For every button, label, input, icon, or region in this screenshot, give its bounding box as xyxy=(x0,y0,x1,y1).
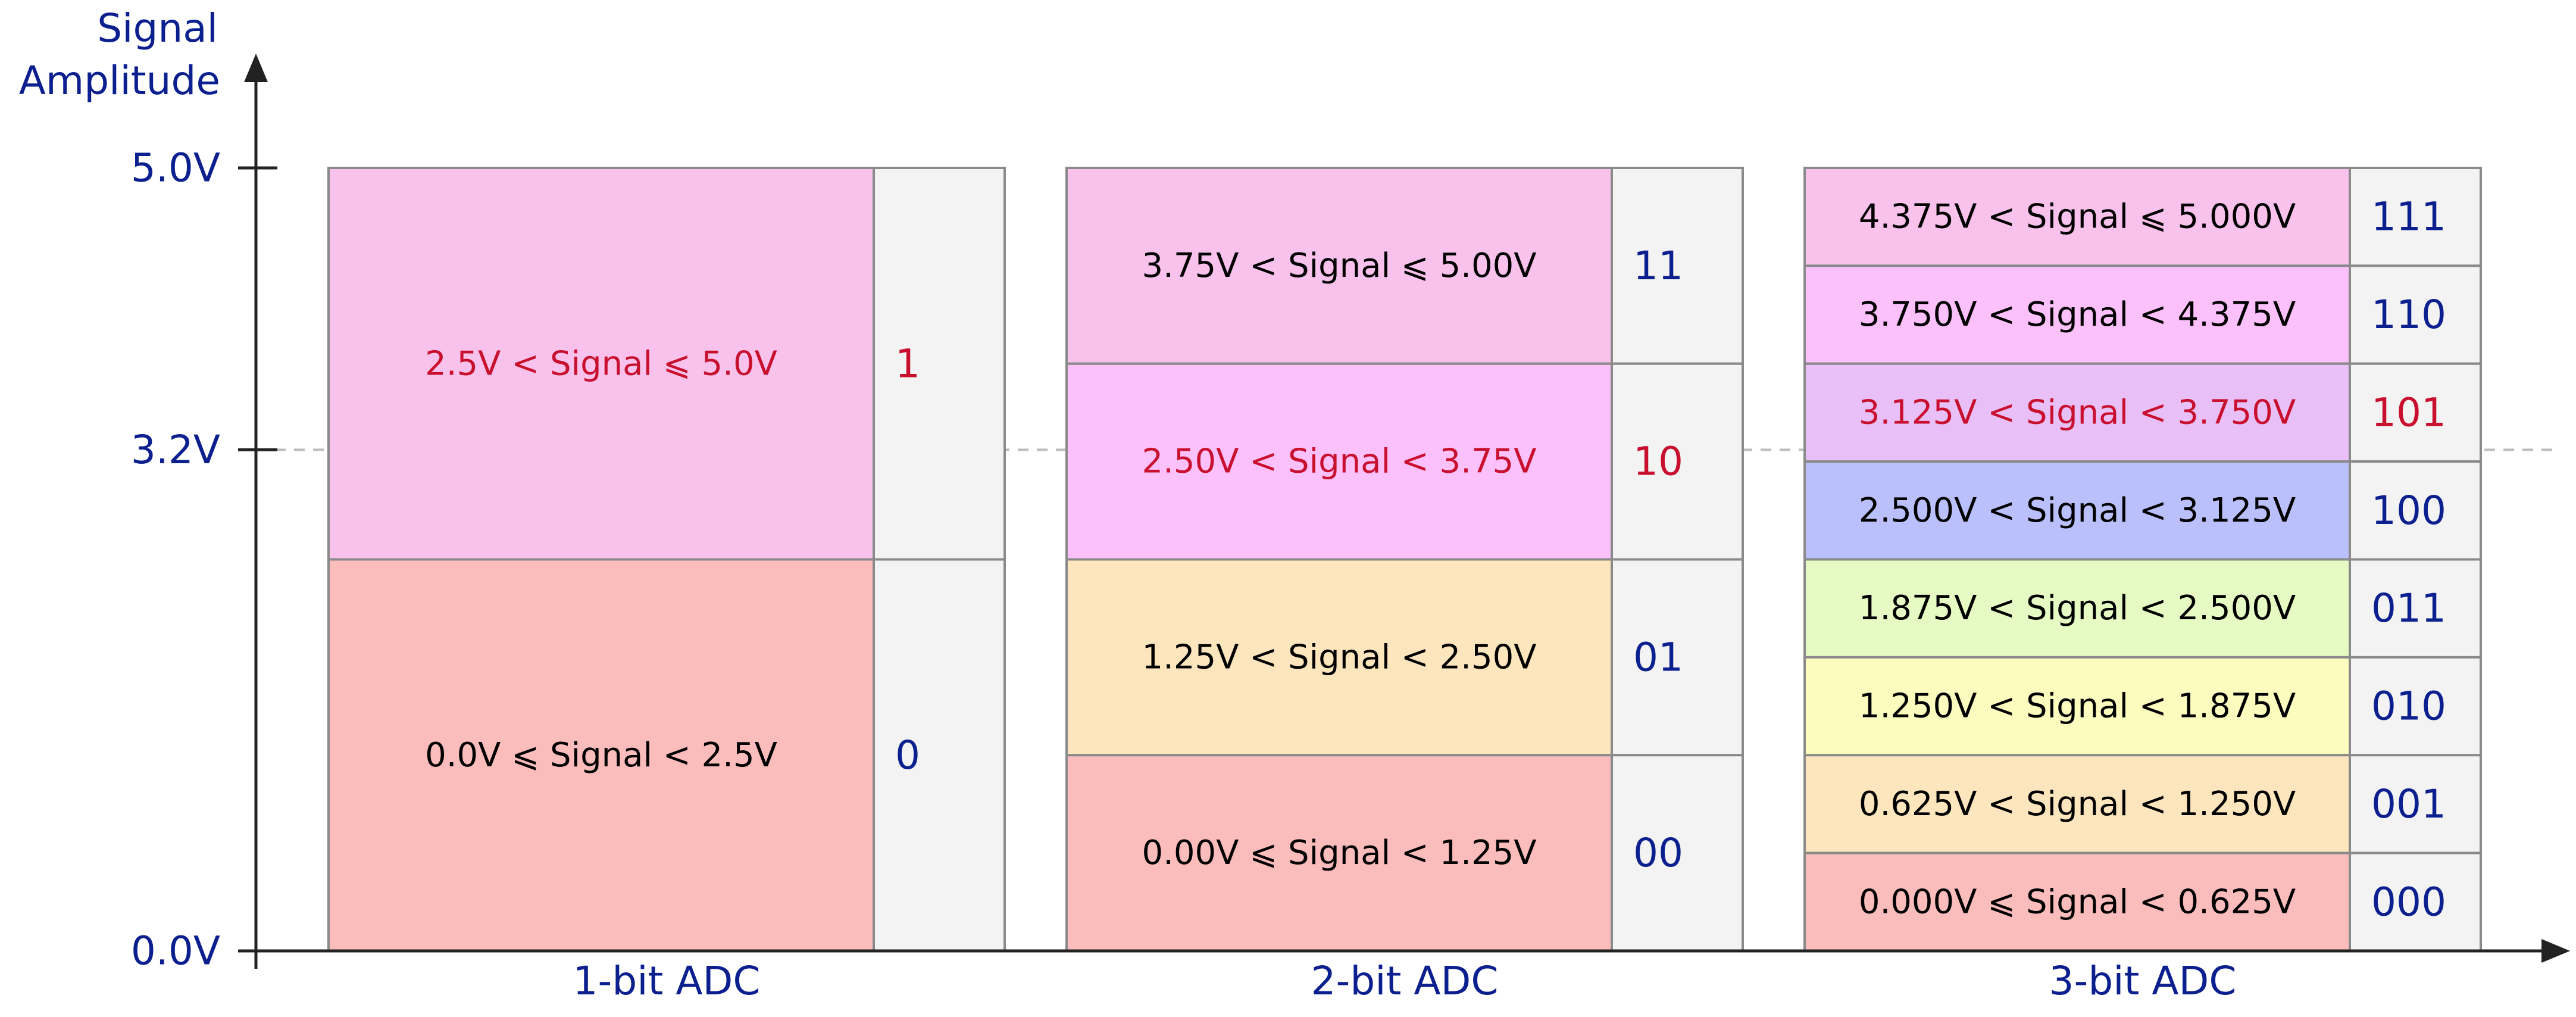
level-code-label: 011 xyxy=(2371,585,2446,631)
level-range-cell xyxy=(1065,558,1613,757)
quantization-level: 3.75V < Signal ⩽ 5.00V 11 xyxy=(1065,167,1744,365)
axis-layer: Signal Amplitude 5.0V 3.2V 0.0V xyxy=(19,5,2570,974)
level-code-cell xyxy=(1611,362,1744,561)
level-range-label: 0.000V ⩽ Signal < 0.625V xyxy=(1859,882,2296,921)
level-code-cell xyxy=(2349,656,2482,757)
y-axis-title-line1: Signal xyxy=(97,5,218,51)
quantization-level: 3.125V < Signal < 3.750V 101 xyxy=(1803,362,2482,463)
quantization-level: 1.25V < Signal < 2.50V 01 xyxy=(1065,558,1744,757)
level-code-label: 00 xyxy=(1633,830,1683,876)
y-tick-label: 0.0V xyxy=(131,928,220,974)
quantization-level: 1.250V < Signal < 1.875V 010 xyxy=(1803,656,2482,757)
quantization-level: 0.625V < Signal < 1.250V 001 xyxy=(1803,754,2482,854)
quantization-level: 0.00V ⩽ Signal < 1.25V 00 xyxy=(1065,754,1744,952)
quantization-level: 0.000V ⩽ Signal < 0.625V 000 xyxy=(1803,851,2482,952)
y-tick-label: 3.2V xyxy=(131,427,220,473)
quantization-level: 4.375V < Signal ⩽ 5.000V 111 xyxy=(1803,167,2482,267)
level-code-cell xyxy=(2349,264,2482,365)
level-code-label: 11 xyxy=(1633,243,1683,289)
level-range-label: 0.0V ⩽ Signal < 2.5V xyxy=(425,736,777,775)
level-code-label: 0 xyxy=(895,732,920,778)
level-code-cell xyxy=(2349,460,2482,561)
level-code-cell xyxy=(2349,167,2482,267)
level-range-label: 3.75V < Signal ⩽ 5.00V xyxy=(1142,247,1536,285)
adc-block: 3.75V < Signal ⩽ 5.00V 11 2.50V < Signal <… xyxy=(1065,167,1744,1004)
adc-caption: 2-bit ADC xyxy=(1311,958,1499,1004)
level-range-label: 0.625V < Signal < 1.250V xyxy=(1859,785,2296,823)
level-range-cell xyxy=(1065,362,1613,561)
level-code-label: 010 xyxy=(2371,684,2446,729)
level-range-cell xyxy=(1803,460,2351,561)
level-code-cell xyxy=(2349,851,2482,952)
level-code-label: 1 xyxy=(895,341,920,386)
adc-blocks-layer: 2.5V < Signal ⩽ 5.0V 1 0.0V ⩽ Signal < 2.5… xyxy=(327,167,2482,1004)
level-range-cell xyxy=(327,558,875,952)
adc-caption: 3-bit ADC xyxy=(2049,958,2237,1004)
adc-caption: 1-bit ADC xyxy=(573,958,761,1004)
level-range-label: 0.00V ⩽ Signal < 1.25V xyxy=(1142,834,1536,872)
y-tick-label: 5.0V xyxy=(131,145,220,191)
level-code-cell xyxy=(1611,558,1744,757)
adc-block: 4.375V < Signal ⩽ 5.000V 111 3.750V < Sign… xyxy=(1803,167,2482,1004)
level-range-cell xyxy=(327,167,875,561)
level-code-cell xyxy=(2349,558,2482,659)
level-code-cell xyxy=(2349,362,2482,463)
quantization-level: 3.750V < Signal < 4.375V 110 xyxy=(1803,264,2482,365)
level-code-label: 01 xyxy=(1633,634,1683,680)
level-range-label: 2.500V < Signal < 3.125V xyxy=(1859,491,2296,530)
quantization-level: 2.500V < Signal < 3.125V 100 xyxy=(1803,460,2482,561)
level-range-label: 1.25V < Signal < 2.50V xyxy=(1142,638,1536,676)
y-axis-arrow xyxy=(244,54,268,82)
x-axis-arrow xyxy=(2541,939,2570,963)
level-range-label: 3.125V < Signal < 3.750V xyxy=(1859,393,2296,432)
level-range-label: 2.5V < Signal ⩽ 5.0V xyxy=(425,344,777,383)
quantization-level: 1.875V < Signal < 2.500V 011 xyxy=(1803,558,2482,659)
adc-block: 2.5V < Signal ⩽ 5.0V 1 0.0V ⩽ Signal < 2.5… xyxy=(327,167,1006,1004)
level-code-cell xyxy=(1611,754,1744,952)
level-range-label: 1.875V < Signal < 2.500V xyxy=(1859,589,2296,628)
quantization-level: 2.5V < Signal ⩽ 5.0V 1 xyxy=(327,167,1006,561)
quantization-level: 2.50V < Signal < 3.75V 10 xyxy=(1065,362,1744,561)
level-code-label: 101 xyxy=(2371,389,2446,435)
level-code-label: 001 xyxy=(2371,781,2446,827)
level-code-label: 10 xyxy=(1633,439,1683,485)
level-range-cell xyxy=(1803,851,2351,952)
level-range-label: 2.50V < Signal < 3.75V xyxy=(1142,442,1536,481)
quantization-level: 0.0V ⩽ Signal < 2.5V 0 xyxy=(327,558,1006,952)
level-range-label: 4.375V < Signal ⩽ 5.000V xyxy=(1859,198,2296,236)
level-code-label: 111 xyxy=(2371,194,2446,240)
level-code-label: 100 xyxy=(2371,488,2446,534)
level-range-cell xyxy=(1803,656,2351,757)
level-range-cell xyxy=(1803,754,2351,854)
level-range-label: 1.250V < Signal < 1.875V xyxy=(1859,687,2296,726)
level-code-label: 110 xyxy=(2371,292,2446,338)
level-range-cell xyxy=(1803,558,2351,659)
y-axis-title-line2: Amplitude xyxy=(19,58,220,104)
level-code-cell xyxy=(873,558,1006,952)
level-code-cell xyxy=(1611,167,1744,365)
level-range-label: 3.750V < Signal < 4.375V xyxy=(1859,295,2296,334)
level-code-label: 000 xyxy=(2371,879,2446,925)
level-code-cell xyxy=(873,167,1006,561)
